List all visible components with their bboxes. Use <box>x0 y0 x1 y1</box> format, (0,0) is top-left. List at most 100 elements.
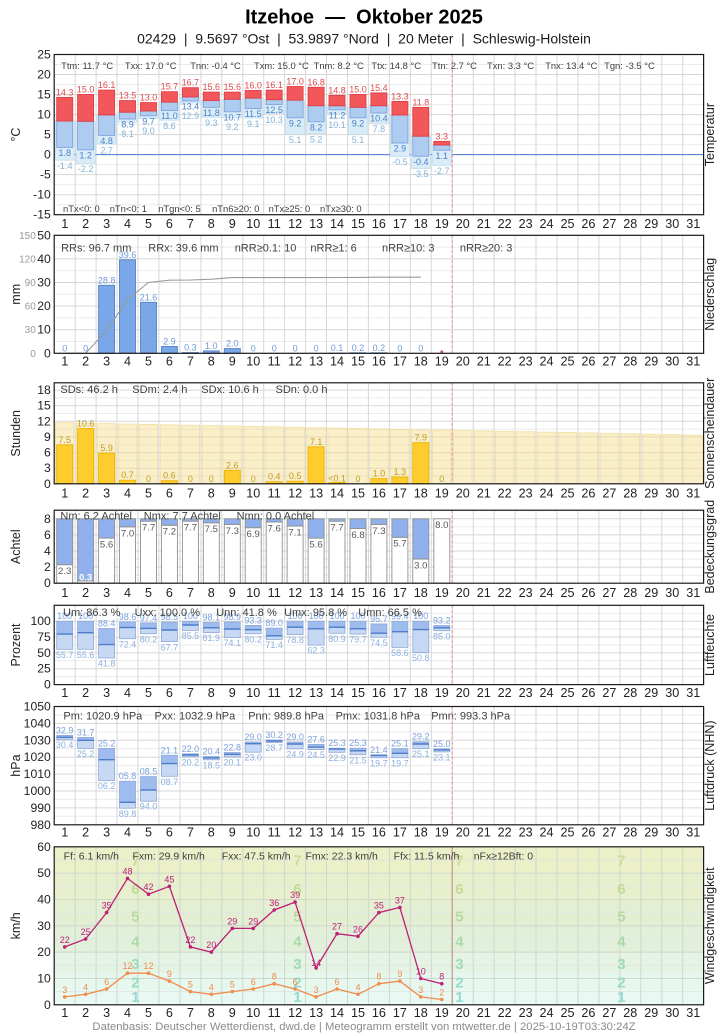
svg-text:3: 3 <box>44 461 51 475</box>
svg-text:980: 980 <box>30 818 51 832</box>
svg-text:Fxx: 47.5 km/h: Fxx: 47.5 km/h <box>222 850 291 862</box>
svg-text:hPa: hPa <box>9 754 23 776</box>
svg-text:7.9: 7.9 <box>415 433 428 443</box>
svg-text:12: 12 <box>288 586 302 600</box>
svg-text:1010: 1010 <box>24 767 51 781</box>
svg-text:5.6: 5.6 <box>309 540 322 551</box>
svg-text:2.9: 2.9 <box>394 144 407 154</box>
svg-text:22: 22 <box>498 686 512 700</box>
svg-text:15.4: 15.4 <box>370 83 388 93</box>
svg-text:km/h: km/h <box>9 912 23 939</box>
svg-text:nRR≥0.1: 10: nRR≥0.1: 10 <box>235 243 297 255</box>
svg-text:nTn6≥20: 0: nTn6≥20: 0 <box>212 203 259 214</box>
svg-text:25: 25 <box>37 48 51 62</box>
svg-text:nTx≥30: 0: nTx≥30: 0 <box>320 203 362 214</box>
svg-text:24: 24 <box>539 825 553 839</box>
svg-text:16: 16 <box>372 217 386 231</box>
svg-text:25.1: 25.1 <box>412 749 430 759</box>
svg-text:7.3: 7.3 <box>372 526 385 537</box>
svg-text:22: 22 <box>60 935 70 945</box>
svg-text:26: 26 <box>581 486 595 500</box>
svg-text:6.8: 6.8 <box>351 530 364 541</box>
svg-text:Windgeschwindigkeit: Windgeschwindigkeit <box>703 867 717 984</box>
svg-text:16: 16 <box>372 586 386 600</box>
svg-text:27: 27 <box>602 486 616 500</box>
svg-text:12: 12 <box>37 414 51 428</box>
svg-text:30: 30 <box>25 325 37 336</box>
svg-text:8.0: 8.0 <box>435 520 448 531</box>
svg-text:2: 2 <box>82 586 89 600</box>
svg-text:7: 7 <box>187 586 194 600</box>
svg-text:0: 0 <box>146 474 151 484</box>
svg-text:25.3: 25.3 <box>349 738 367 748</box>
svg-text:5: 5 <box>145 825 152 839</box>
svg-text:13.5: 13.5 <box>119 91 137 101</box>
svg-text:16.1: 16.1 <box>265 80 283 90</box>
svg-text:11: 11 <box>268 486 281 500</box>
svg-text:2.7: 2.7 <box>100 146 113 156</box>
svg-text:Ttx: 14.8 °C: Ttx: 14.8 °C <box>371 60 421 71</box>
svg-text:10: 10 <box>246 825 260 839</box>
svg-text:13.0: 13.0 <box>140 93 158 103</box>
svg-text:13: 13 <box>309 686 323 700</box>
svg-text:39: 39 <box>290 890 300 900</box>
svg-text:1000: 1000 <box>24 784 51 798</box>
svg-text:Nm: 6.2 Achtel: Nm: 6.2 Achtel <box>60 511 132 523</box>
svg-text:0: 0 <box>314 343 319 353</box>
svg-text:0.1: 0.1 <box>331 343 344 353</box>
svg-text:31: 31 <box>686 686 700 700</box>
svg-text:9.2: 9.2 <box>226 122 239 132</box>
svg-text:15: 15 <box>351 825 365 839</box>
svg-text:27: 27 <box>602 686 616 700</box>
svg-text:5.6: 5.6 <box>100 540 113 551</box>
svg-text:1: 1 <box>131 989 139 1006</box>
svg-text:8.6: 8.6 <box>163 121 176 131</box>
svg-text:0.7: 0.7 <box>121 470 134 480</box>
svg-text:4: 4 <box>355 982 360 992</box>
svg-text:8: 8 <box>208 355 215 369</box>
svg-text:24: 24 <box>539 355 553 369</box>
svg-text:9: 9 <box>44 430 51 444</box>
svg-text:11: 11 <box>268 586 281 600</box>
svg-text:25: 25 <box>560 217 574 231</box>
svg-text:24: 24 <box>539 486 553 500</box>
svg-text:mm: mm <box>9 284 23 305</box>
svg-text:nTgn<0: 5: nTgn<0: 5 <box>158 203 200 214</box>
svg-text:2.3: 2.3 <box>58 566 71 577</box>
svg-text:24: 24 <box>539 217 553 231</box>
svg-text:29.2: 29.2 <box>412 732 430 742</box>
svg-text:1: 1 <box>61 586 68 600</box>
svg-text:8.2: 8.2 <box>310 122 323 132</box>
svg-text:18.5: 18.5 <box>203 760 221 770</box>
svg-text:14: 14 <box>330 486 344 500</box>
svg-text:4: 4 <box>44 544 51 558</box>
svg-text:20: 20 <box>206 940 216 950</box>
svg-text:7: 7 <box>187 686 194 700</box>
svg-text:2: 2 <box>44 560 51 574</box>
svg-text:5.9: 5.9 <box>100 443 113 453</box>
svg-text:1: 1 <box>61 217 68 231</box>
svg-text:27: 27 <box>332 922 342 932</box>
svg-text:20: 20 <box>456 217 470 231</box>
svg-text:25.2: 25.2 <box>98 738 116 748</box>
svg-text:30: 30 <box>665 825 679 839</box>
svg-text:10.4: 10.4 <box>370 114 388 124</box>
svg-text:19: 19 <box>435 825 449 839</box>
svg-text:26: 26 <box>581 686 595 700</box>
svg-text:15.0: 15.0 <box>77 85 95 95</box>
svg-text:94.0: 94.0 <box>140 802 158 812</box>
svg-text:90: 90 <box>25 278 37 289</box>
svg-text:Luftfeuchte: Luftfeuchte <box>703 614 717 676</box>
svg-text:28: 28 <box>623 686 637 700</box>
svg-text:20.4: 20.4 <box>203 747 221 757</box>
svg-text:12: 12 <box>288 686 302 700</box>
svg-text:5.1: 5.1 <box>352 135 365 145</box>
svg-text:30: 30 <box>665 217 679 231</box>
svg-text:0: 0 <box>44 678 51 692</box>
svg-text:25: 25 <box>560 586 574 600</box>
svg-text:1: 1 <box>617 989 625 1006</box>
svg-text:nTn<0: 1: nTn<0: 1 <box>110 203 147 214</box>
svg-text:7.2: 7.2 <box>163 527 176 538</box>
svg-text:Pm: 1020.9 hPa: Pm: 1020.9 hPa <box>63 711 143 723</box>
svg-text:15: 15 <box>351 217 365 231</box>
